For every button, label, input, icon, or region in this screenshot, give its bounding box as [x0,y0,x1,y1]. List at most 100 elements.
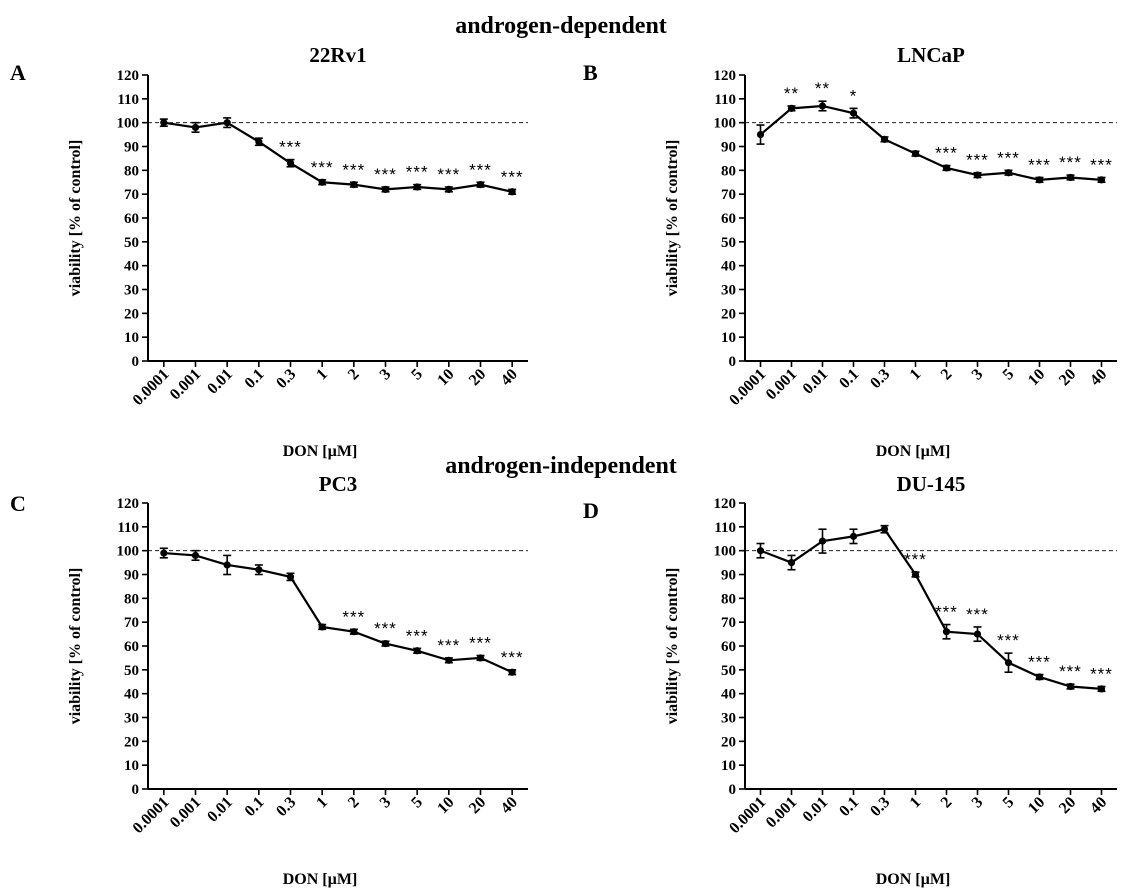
x-tick-label: 2 [938,366,956,384]
significance-label: *** [966,605,989,624]
data-point [286,159,295,167]
data-point [445,185,453,193]
y-tick-label: 90 [124,140,139,156]
data-point [318,178,326,186]
x-tick-label: 40 [498,366,521,389]
y-tick-label: 100 [117,544,140,560]
significance-label: *** [311,158,334,177]
data-point [255,566,263,574]
data-point [1066,173,1075,182]
data-point [818,102,827,110]
x-tick-label: 0.01 [800,366,832,398]
x-tick-label: 3 [377,366,395,384]
y-tick-label: 10 [124,758,139,774]
data-point [350,628,358,636]
x-tick-label: 0.01 [204,366,236,398]
data-point [160,119,168,127]
significance-label: ** [815,79,830,98]
data-point [1097,176,1106,184]
data-point [286,573,295,581]
y-tick-label: 90 [124,568,139,584]
y-tick-label: 10 [721,758,736,774]
y-tick-label: 50 [721,235,736,251]
x-tick-label: 20 [466,366,489,389]
panel-letter: B [583,60,598,85]
data-point [880,135,889,143]
y-tick-label: 60 [124,211,139,227]
data-point [849,532,858,540]
x-tick-label: 0.01 [204,794,236,826]
x-axis-label: DON [µM] [876,443,951,460]
data-point [191,123,200,132]
series-line [759,104,1102,181]
x-tick-label: 40 [498,794,521,817]
y-axis-label: viability [% of control] [67,568,84,725]
data-point [942,164,951,172]
y-tick-label: 70 [721,187,736,203]
chart-panel-d: DDU-14501020304050607080901001101200.000… [583,472,1117,888]
significance-label: *** [1090,665,1113,684]
data-point [818,537,827,545]
data-point [756,547,765,555]
y-tick-label: 20 [721,306,736,322]
x-tick-label: 0.001 [763,794,800,831]
data-point [223,119,231,127]
significance-label: ** [784,84,799,103]
y-tick-label: 100 [714,116,737,132]
y-tick-label: 50 [721,663,736,679]
significance-label: * [850,86,858,105]
significance-label: *** [935,603,958,622]
y-tick-label: 10 [124,330,139,346]
significance-label: *** [997,148,1020,167]
y-tick-label: 60 [124,639,139,655]
x-tick-label: 20 [466,794,489,817]
series-line [163,121,513,193]
x-tick-label: 0.001 [167,366,204,403]
chart-title: PC3 [319,472,358,496]
y-tick-label: 90 [721,140,736,156]
y-tick-label: 110 [117,520,139,536]
y-tick-label: 0 [132,782,140,798]
x-tick-label: 2 [938,794,956,812]
significance-label: *** [342,607,365,626]
data-point [191,551,200,560]
significance-label: *** [501,648,524,667]
significance-label: *** [1028,155,1051,174]
significance-label: *** [1059,662,1082,681]
data-point [1004,169,1013,177]
x-tick-label: 1 [907,366,925,384]
significance-label: *** [1090,155,1113,174]
x-axis-label: DON [µM] [283,443,358,460]
significance-label: *** [374,165,397,184]
x-tick-label: 1 [313,794,331,812]
y-tick-label: 50 [124,235,139,251]
data-point [223,561,231,569]
data-point [756,130,765,139]
data-point [1004,659,1013,667]
data-point [1035,176,1044,184]
data-point [849,109,858,117]
x-tick-label: 0.1 [836,794,862,820]
y-tick-label: 60 [721,639,736,655]
y-tick-label: 110 [117,92,139,108]
significance-label: *** [437,636,460,655]
x-tick-label: 0.3 [867,794,893,820]
y-tick-label: 120 [117,496,140,512]
x-tick-label: 10 [1025,366,1048,389]
x-tick-label: 1 [907,794,925,812]
data-point [973,630,982,638]
data-point [445,656,453,664]
x-tick-label: 10 [434,366,457,389]
y-tick-label: 20 [124,306,139,322]
data-point [255,138,263,146]
x-tick-label: 0.3 [273,794,299,820]
y-tick-label: 40 [124,259,139,275]
significance-label: *** [997,631,1020,650]
series-line [163,551,513,674]
y-tick-label: 30 [124,283,139,299]
data-point [1035,673,1044,681]
data-point [1097,685,1106,693]
data-point [942,628,951,636]
y-tick-label: 30 [721,283,736,299]
